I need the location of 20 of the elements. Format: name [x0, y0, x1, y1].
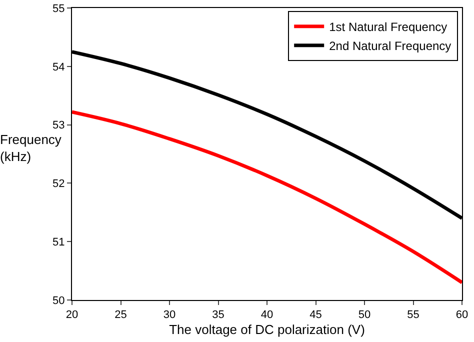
x-tick-label: 55	[407, 309, 420, 322]
y-tick-label: 52	[52, 178, 65, 190]
x-tick-label: 20	[66, 309, 78, 322]
x-axis-title: The voltage of DC polarization (V)	[169, 322, 365, 337]
x-tick-label: 45	[310, 309, 322, 322]
line-series	[72, 110, 462, 284]
x-tick-label: 25	[114, 309, 127, 322]
x-tick-label: 35	[212, 309, 224, 322]
y-tick-label: 54	[52, 61, 65, 74]
x-tick-label: 50	[358, 309, 371, 322]
y-tick-label: 50	[52, 294, 65, 307]
x-tick-label: 30	[163, 309, 176, 322]
y-tick-label: 53	[52, 120, 65, 132]
x-tick-label: 40	[260, 309, 274, 322]
legend-label: 1st Natural Frequency	[329, 20, 448, 34]
legend-label: 2nd Natural Frequency	[329, 39, 452, 54]
y-axis-title: Frequency (kHz)	[0, 132, 62, 164]
y-tick-label: 55	[52, 2, 65, 15]
x-tick-label: 60	[456, 309, 468, 322]
y-tick-label: 51	[52, 236, 65, 248]
